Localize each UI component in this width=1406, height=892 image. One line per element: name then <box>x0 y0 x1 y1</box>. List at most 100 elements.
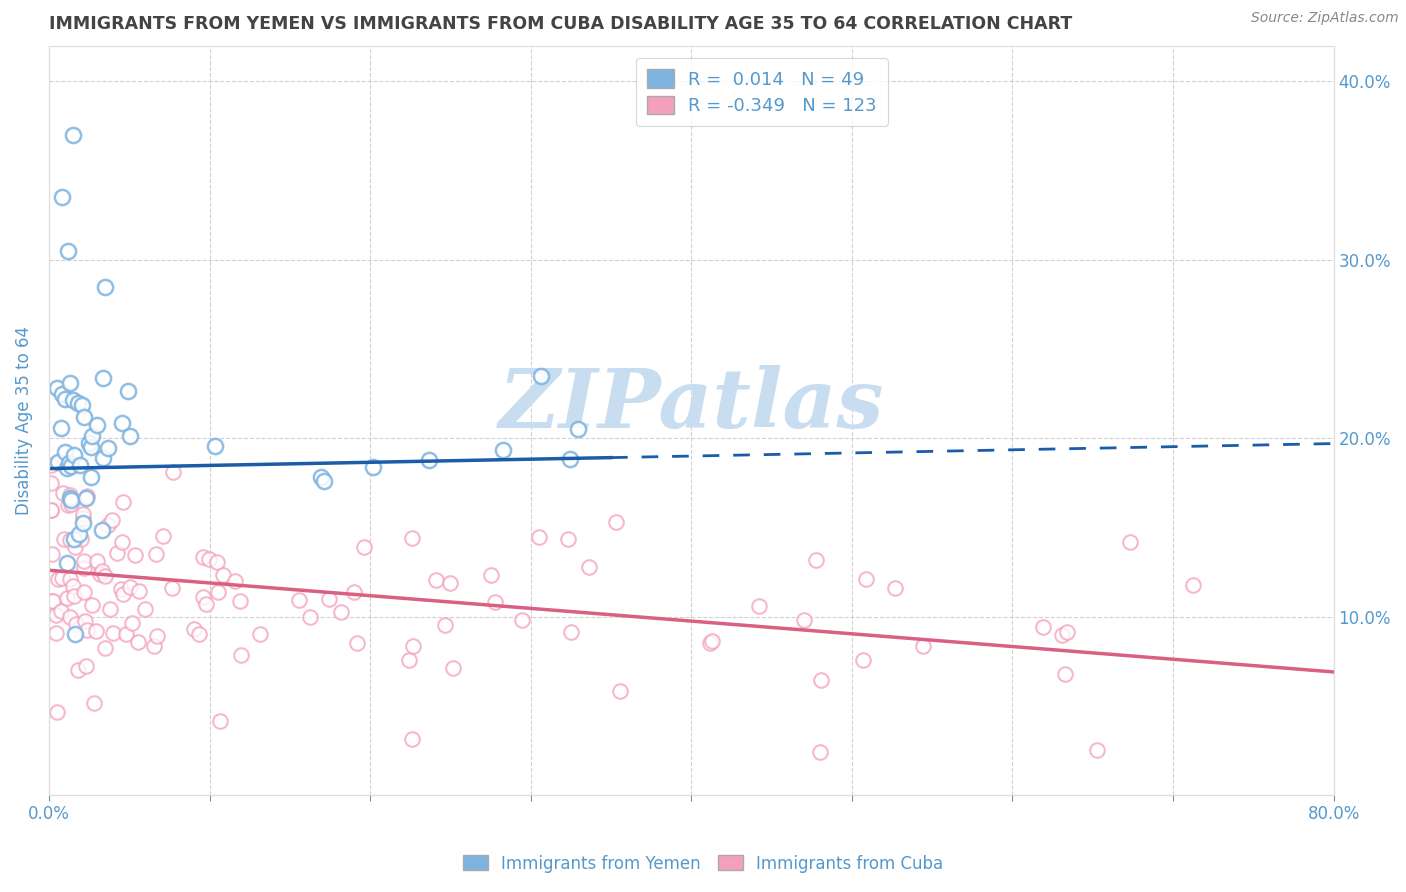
Point <box>91 370 114 384</box>
Point <box>510 613 533 627</box>
Point <box>73 614 96 628</box>
Point <box>56 591 79 606</box>
Point <box>312 475 335 489</box>
Point <box>529 368 551 383</box>
Point <box>46 455 69 469</box>
Point <box>187 627 209 641</box>
Point <box>90 564 112 578</box>
Point <box>62 579 84 593</box>
Point <box>229 648 252 662</box>
Point <box>111 534 134 549</box>
Point <box>56 556 79 570</box>
Point <box>65 541 87 555</box>
Point <box>100 512 122 526</box>
Point <box>46 572 69 586</box>
Point <box>152 529 174 543</box>
Point <box>82 598 104 612</box>
Point <box>558 451 581 466</box>
Point <box>39 502 62 516</box>
Point <box>77 435 100 450</box>
Point <box>59 497 82 511</box>
Point <box>205 555 228 569</box>
Point <box>204 439 226 453</box>
Point <box>60 458 83 473</box>
Point <box>41 594 63 608</box>
Point <box>1118 534 1140 549</box>
Point <box>53 445 76 459</box>
Point <box>59 533 82 547</box>
Point <box>1031 620 1053 634</box>
Point <box>105 546 128 560</box>
Point <box>1050 628 1073 642</box>
Point <box>748 599 770 613</box>
Point <box>98 602 121 616</box>
Point <box>810 673 832 688</box>
Point <box>1056 624 1078 639</box>
Point <box>59 610 82 624</box>
Point <box>330 605 353 619</box>
Point <box>58 457 80 471</box>
Point <box>76 623 98 637</box>
Point <box>39 475 62 490</box>
Point <box>59 491 82 505</box>
Point <box>1181 578 1204 592</box>
Point <box>80 429 103 443</box>
Point <box>89 567 111 582</box>
Point <box>53 532 76 546</box>
Point <box>45 607 67 622</box>
Point <box>557 532 579 546</box>
Point <box>94 279 117 293</box>
Point <box>609 684 631 698</box>
Point <box>67 663 90 677</box>
Point <box>86 554 108 568</box>
Text: IMMIGRANTS FROM YEMEN VS IMMIGRANTS FROM CUBA DISABILITY AGE 35 TO 64 CORRELATIO: IMMIGRANTS FROM YEMEN VS IMMIGRANTS FROM… <box>49 15 1073 33</box>
Point <box>94 569 117 583</box>
Point <box>112 587 135 601</box>
Point <box>97 441 120 455</box>
Point <box>804 553 827 567</box>
Point <box>86 417 108 432</box>
Point <box>97 517 120 532</box>
Point <box>73 554 96 568</box>
Point <box>86 624 108 638</box>
Point <box>112 494 135 508</box>
Point <box>59 376 82 390</box>
Point <box>441 661 464 675</box>
Point <box>72 507 94 521</box>
Point <box>120 429 142 443</box>
Point <box>39 503 62 517</box>
Point <box>343 585 366 599</box>
Point <box>433 618 456 632</box>
Point <box>67 527 90 541</box>
Point <box>299 610 322 624</box>
Point <box>212 568 235 582</box>
Point <box>249 627 271 641</box>
Point <box>62 392 84 407</box>
Point <box>67 395 90 409</box>
Point <box>402 639 425 653</box>
Point <box>73 584 96 599</box>
Point <box>53 392 76 406</box>
Legend: Immigrants from Yemen, Immigrants from Cuba: Immigrants from Yemen, Immigrants from C… <box>457 848 949 880</box>
Point <box>191 590 214 604</box>
Point <box>62 128 84 142</box>
Point <box>578 559 600 574</box>
Point <box>73 410 96 425</box>
Point <box>124 548 146 562</box>
Point <box>353 541 375 555</box>
Point <box>51 386 73 401</box>
Point <box>75 659 97 673</box>
Point <box>41 547 63 561</box>
Text: Source: ZipAtlas.com: Source: ZipAtlas.com <box>1251 11 1399 25</box>
Point <box>194 597 217 611</box>
Point <box>702 634 724 648</box>
Point <box>162 466 184 480</box>
Point <box>111 416 134 430</box>
Point <box>101 626 124 640</box>
Point <box>51 190 73 204</box>
Point <box>94 640 117 655</box>
Point <box>229 594 252 608</box>
Point <box>70 398 93 412</box>
Point <box>83 696 105 710</box>
Point <box>58 244 80 258</box>
